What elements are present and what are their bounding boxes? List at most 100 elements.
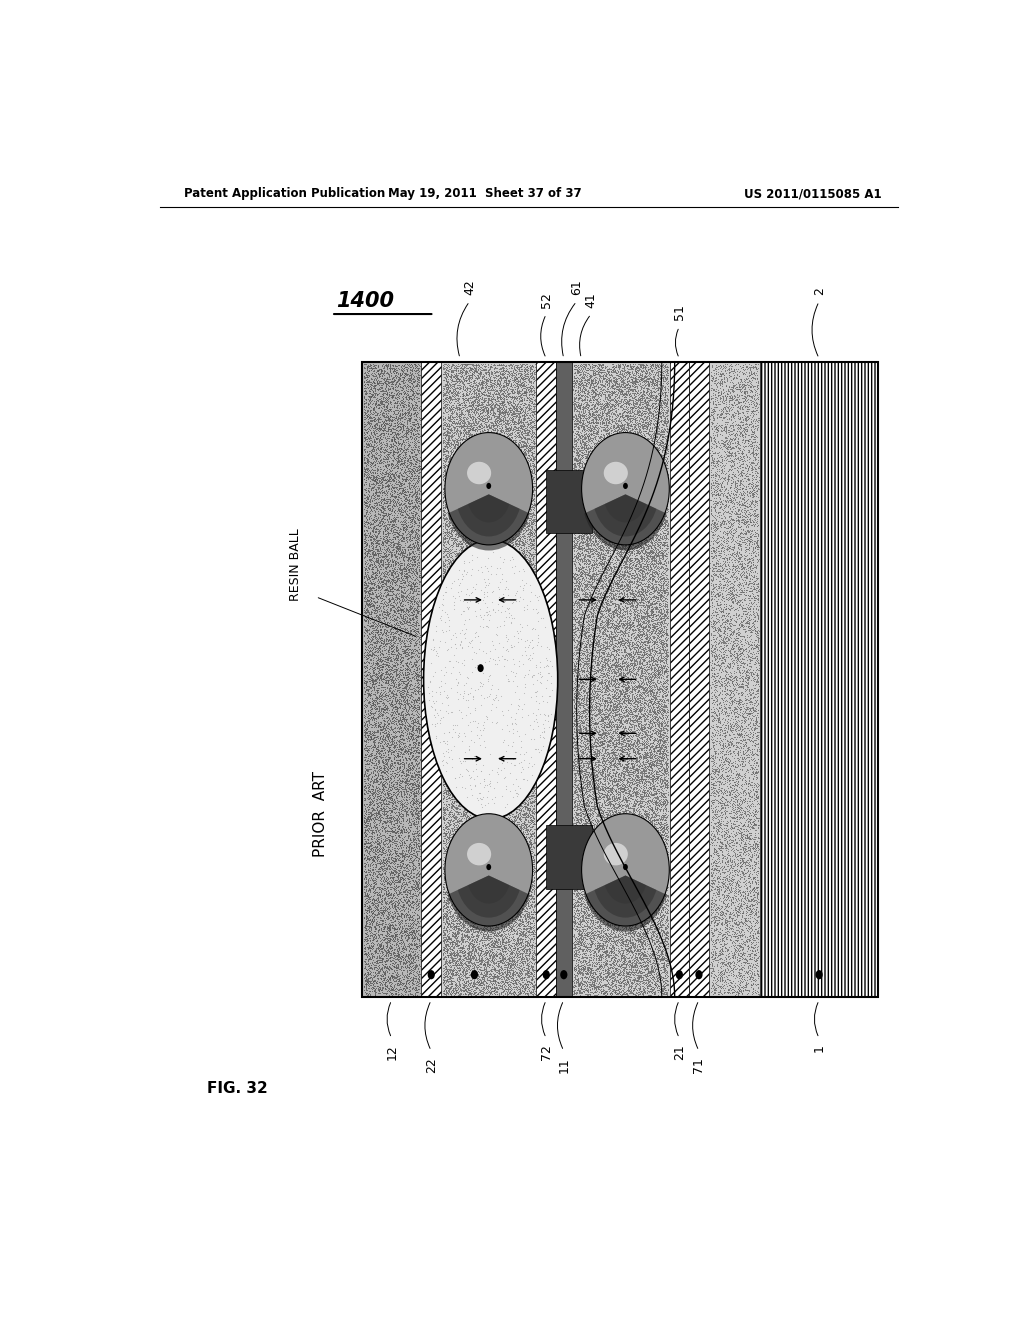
Point <box>488 966 505 987</box>
Point <box>647 820 664 841</box>
Point <box>613 876 630 898</box>
Point <box>437 891 454 912</box>
Point <box>514 416 530 437</box>
Point <box>609 960 626 981</box>
Point <box>459 739 475 760</box>
Point <box>483 983 500 1005</box>
Point <box>730 750 746 771</box>
Point <box>469 735 485 756</box>
Point <box>657 392 674 413</box>
Point <box>635 913 651 935</box>
Point <box>507 944 523 965</box>
Point <box>478 747 495 768</box>
Point <box>606 915 623 936</box>
Point <box>480 764 497 785</box>
Point <box>595 470 611 491</box>
Point <box>633 921 649 942</box>
Point <box>610 981 627 1002</box>
Point <box>407 900 423 921</box>
Point <box>749 715 765 737</box>
Point <box>523 426 540 447</box>
Point <box>493 912 509 933</box>
Point <box>594 907 610 928</box>
Point <box>608 500 625 521</box>
Point <box>634 536 650 557</box>
Point <box>727 503 743 524</box>
Point <box>490 407 507 428</box>
Point <box>659 647 676 668</box>
Point <box>723 528 739 549</box>
Point <box>574 432 591 453</box>
Point <box>589 887 605 908</box>
Point <box>599 615 615 636</box>
Point <box>364 441 380 462</box>
Point <box>467 360 483 381</box>
Point <box>746 610 763 631</box>
Point <box>613 375 630 396</box>
Point <box>618 874 635 895</box>
Point <box>632 444 648 465</box>
Point <box>406 935 422 956</box>
Point <box>458 620 474 642</box>
Point <box>638 762 654 783</box>
Point <box>594 887 610 908</box>
Point <box>602 804 618 825</box>
Point <box>486 966 503 987</box>
Point <box>597 358 613 379</box>
Point <box>653 609 670 630</box>
Point <box>380 966 396 987</box>
Point <box>526 478 543 499</box>
Point <box>436 455 453 477</box>
Point <box>449 700 465 721</box>
Point <box>708 799 724 820</box>
Point <box>623 936 639 957</box>
Point <box>519 762 536 783</box>
Point <box>618 657 635 678</box>
Point <box>452 730 468 751</box>
Point <box>392 916 409 937</box>
Point <box>584 883 600 904</box>
Point <box>609 689 626 710</box>
Point <box>734 479 751 500</box>
Point <box>468 842 484 863</box>
Point <box>732 932 749 953</box>
Point <box>397 747 414 768</box>
Point <box>449 603 465 624</box>
Point <box>632 888 648 909</box>
Point <box>486 966 503 987</box>
Point <box>490 733 507 754</box>
Point <box>601 735 617 756</box>
Point <box>478 907 495 928</box>
Point <box>524 632 541 653</box>
Point <box>525 454 542 475</box>
Point <box>392 414 409 436</box>
Point <box>658 948 675 969</box>
Point <box>604 441 621 462</box>
Point <box>470 609 486 630</box>
Point <box>522 755 539 776</box>
Point <box>595 512 611 533</box>
Point <box>628 810 644 832</box>
Point <box>608 787 625 808</box>
Point <box>440 479 457 500</box>
Point <box>652 793 669 814</box>
Point <box>503 793 519 814</box>
Point <box>505 537 521 558</box>
Point <box>456 358 472 379</box>
Point <box>615 698 632 719</box>
Point <box>454 619 470 640</box>
Point <box>410 549 426 570</box>
Point <box>740 678 757 700</box>
Point <box>594 850 610 871</box>
Point <box>449 471 465 492</box>
Point <box>580 511 596 532</box>
Point <box>372 931 388 952</box>
Point <box>449 953 465 974</box>
Point <box>636 710 652 731</box>
Point <box>362 413 379 434</box>
Point <box>630 957 646 978</box>
Point <box>403 742 420 763</box>
Point <box>606 836 623 857</box>
Point <box>514 632 530 653</box>
Point <box>590 483 606 504</box>
